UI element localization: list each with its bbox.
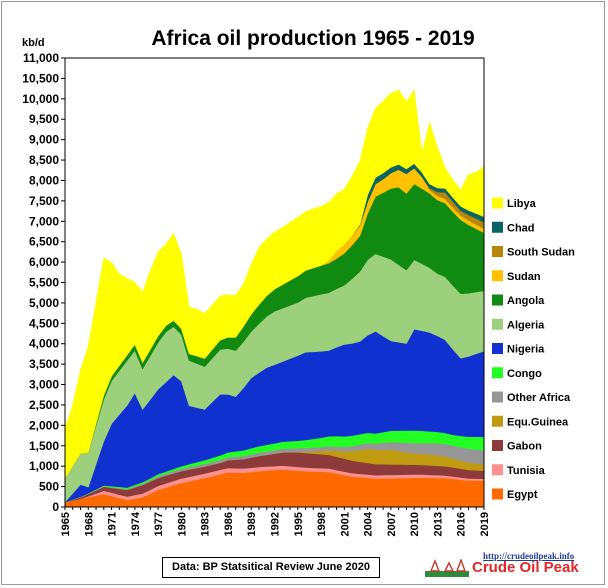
legend-swatch bbox=[492, 197, 503, 209]
y-tick-label: 4,500 bbox=[29, 316, 59, 330]
y-tick-label: 2,000 bbox=[29, 418, 59, 432]
y-tick-label: 7,500 bbox=[29, 194, 59, 208]
legend-label: Algeria bbox=[507, 319, 545, 331]
legend-label: Chad bbox=[507, 222, 535, 234]
x-tick-label: 2013 bbox=[432, 512, 444, 536]
y-tick-label: 10,000 bbox=[22, 92, 59, 106]
y-tick-label: 0 bbox=[52, 500, 59, 514]
x-tick-label: 1995 bbox=[293, 512, 305, 536]
y-tick-label: 8,500 bbox=[29, 153, 59, 167]
stacked-areas bbox=[64, 89, 485, 508]
y-tick-label: 10,500 bbox=[22, 71, 59, 85]
legend-swatch bbox=[492, 270, 503, 282]
source-note: Data: BP Statsitical Review June 2020 bbox=[162, 557, 380, 578]
legend-label: Other Africa bbox=[507, 392, 571, 404]
y-tick-label: 11,000 bbox=[23, 51, 59, 65]
x-tick-label: 2019 bbox=[479, 512, 491, 536]
y-tick-label: 2,500 bbox=[29, 398, 59, 412]
legend-label: Gabon bbox=[507, 441, 542, 453]
x-tick-label: 2016 bbox=[456, 512, 468, 536]
x-tick-label: 1998 bbox=[316, 512, 328, 536]
legend-swatch bbox=[492, 488, 503, 500]
x-tick-label: 1965 bbox=[60, 512, 72, 536]
legend-swatch bbox=[492, 367, 503, 379]
legend: Libya Chad South Sudan Sudan Angola Algeria Ni… bbox=[492, 197, 575, 501]
legend-swatch bbox=[492, 464, 503, 476]
y-tick-label: 500 bbox=[39, 480, 59, 494]
legend-label: Congo bbox=[507, 368, 542, 380]
y-tick-label: 3,500 bbox=[29, 357, 59, 371]
legend-swatch bbox=[492, 343, 503, 354]
x-tick-label: 1974 bbox=[130, 511, 142, 536]
legend-label: Libya bbox=[507, 198, 537, 210]
y-tick-label: 5,000 bbox=[29, 296, 59, 310]
legend-label: Egypt bbox=[507, 489, 538, 501]
x-tick-label: 1980 bbox=[176, 512, 188, 536]
legend-label: Equ.Guinea bbox=[507, 416, 569, 428]
legend-label: Nigeria bbox=[507, 344, 545, 356]
y-tick-label: 7,000 bbox=[29, 214, 59, 228]
y-tick-label: 1,500 bbox=[29, 439, 59, 453]
y-tick-label: 6,000 bbox=[29, 255, 59, 269]
x-tick-label: 1989 bbox=[246, 512, 258, 536]
x-tick-label: 2001 bbox=[339, 512, 351, 536]
y-tick-label: 6,500 bbox=[29, 235, 59, 249]
legend-swatch bbox=[492, 415, 503, 427]
legend-label: Tunisia bbox=[507, 465, 546, 477]
x-tick-label: 1983 bbox=[200, 512, 212, 536]
legend-label: South Sudan bbox=[507, 247, 575, 259]
legend-swatch bbox=[492, 318, 503, 330]
x-tick-label: 2004 bbox=[363, 511, 375, 536]
legend-label: Sudan bbox=[507, 271, 541, 283]
legend-label: Angola bbox=[507, 295, 545, 307]
y-tick-label: 9,000 bbox=[29, 133, 59, 147]
y-tick-label: 4,000 bbox=[29, 337, 59, 351]
x-tick-label: 1971 bbox=[107, 512, 119, 536]
x-tick-label: 1992 bbox=[270, 512, 282, 536]
x-tick-label: 1986 bbox=[223, 512, 235, 536]
oil-derrick-logo-icon bbox=[425, 559, 469, 577]
axes: 0 500 1,000 1,500 2,000 2,500 3,000 3,500 4,000 4… bbox=[22, 51, 491, 536]
y-axis-unit-label: kb/d bbox=[22, 37, 45, 49]
y-tick-label: 1,000 bbox=[29, 459, 59, 473]
website-link[interactable]: http://crudeoilpeak.info bbox=[483, 551, 575, 561]
x-tick-label: 2010 bbox=[409, 512, 421, 536]
legend-swatch bbox=[492, 246, 503, 257]
y-tick-label: 3,000 bbox=[29, 378, 59, 392]
x-tick-label: 2007 bbox=[386, 512, 398, 536]
y-tick-label: 9,500 bbox=[29, 112, 59, 126]
legend-swatch bbox=[492, 221, 503, 233]
legend-swatch bbox=[492, 391, 503, 403]
x-tick-label: 1977 bbox=[153, 512, 165, 536]
y-tick-label: 5,500 bbox=[29, 276, 59, 290]
legend-swatch bbox=[492, 294, 503, 306]
chart-title: Africa oil production 1965 - 2019 bbox=[151, 27, 474, 50]
x-tick-label: 1968 bbox=[83, 512, 95, 536]
legend-swatch bbox=[492, 440, 503, 451]
y-tick-label: 8,000 bbox=[29, 173, 59, 187]
brand-name: Crude Oil Peak bbox=[472, 559, 579, 576]
